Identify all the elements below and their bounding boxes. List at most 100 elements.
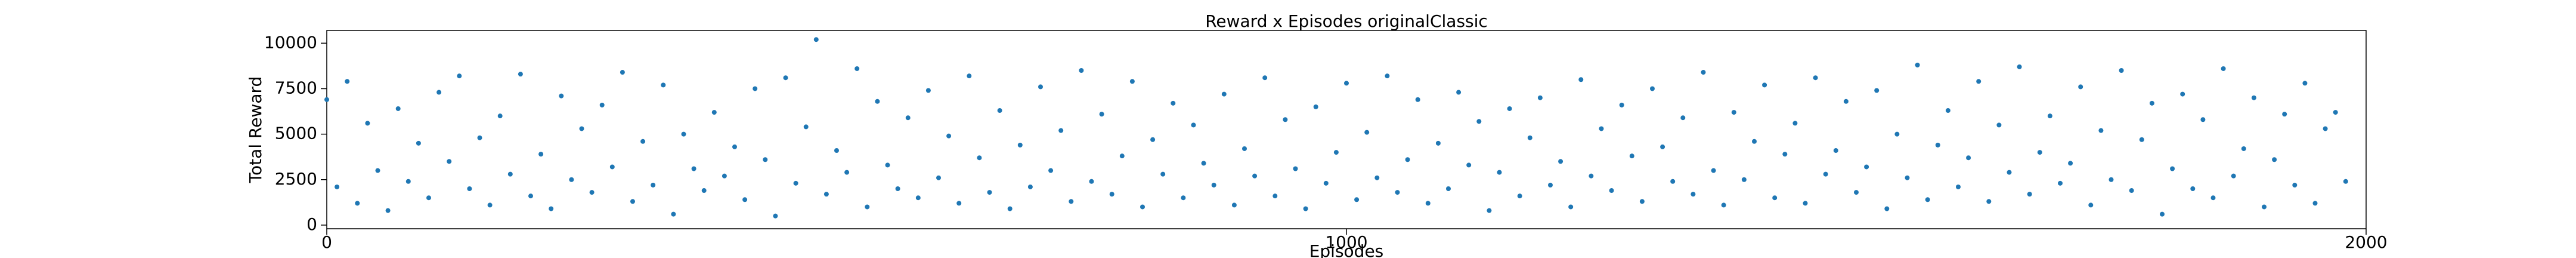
point <box>1609 188 1614 194</box>
point <box>1242 146 1247 151</box>
point <box>753 86 758 91</box>
point <box>2058 180 2063 186</box>
point <box>1905 175 1910 180</box>
point <box>1701 70 1706 75</box>
point <box>1079 68 1084 73</box>
point <box>1089 179 1094 184</box>
point <box>844 170 850 175</box>
point <box>528 194 533 199</box>
point <box>609 164 615 170</box>
point <box>1731 110 1736 115</box>
point <box>1792 121 1798 126</box>
point <box>1945 108 1950 113</box>
point <box>2210 195 2216 201</box>
point <box>1670 179 1676 184</box>
point <box>946 133 952 139</box>
y-tick-label: 5000 <box>275 124 317 143</box>
point <box>1721 202 1726 208</box>
point <box>1864 164 1869 170</box>
point <box>1996 122 2002 128</box>
point <box>1456 90 1462 95</box>
point <box>2272 157 2277 162</box>
point <box>915 195 921 201</box>
point <box>1211 182 1216 188</box>
x-axis-label: Episodes <box>1309 241 1384 258</box>
point <box>2282 112 2287 117</box>
point <box>1435 140 1441 146</box>
point <box>1843 99 1849 104</box>
point <box>1782 152 1788 157</box>
point <box>2190 186 2196 191</box>
point <box>416 140 421 146</box>
point <box>1935 142 1940 148</box>
point <box>426 195 431 201</box>
point <box>1548 182 1553 188</box>
point <box>1884 206 1890 211</box>
point <box>905 115 911 121</box>
point <box>773 213 778 219</box>
point <box>1354 197 1360 202</box>
point <box>1344 81 1349 86</box>
point <box>620 70 625 75</box>
point <box>1568 204 1574 210</box>
point <box>651 182 656 188</box>
point <box>2078 84 2083 90</box>
point <box>1599 126 1604 131</box>
point <box>405 179 411 184</box>
point <box>1027 184 1033 189</box>
point <box>2333 110 2338 115</box>
point <box>997 108 1002 113</box>
point <box>834 148 839 153</box>
point <box>1833 148 1838 153</box>
point <box>1017 142 1023 148</box>
point <box>2170 166 2175 171</box>
point <box>1231 202 1237 208</box>
point <box>1823 171 1828 177</box>
point <box>2017 64 2022 69</box>
point <box>2027 192 2032 197</box>
point <box>1690 192 1696 197</box>
point <box>2119 68 2124 73</box>
x-tick-label: 1000 <box>1325 232 1367 252</box>
point <box>2129 188 2134 194</box>
point <box>1487 208 1492 213</box>
point <box>1181 195 1186 201</box>
point <box>1446 186 1451 191</box>
point <box>1201 161 1206 166</box>
point <box>1150 137 1156 142</box>
point <box>732 144 737 149</box>
point <box>2323 126 2328 131</box>
point <box>2139 137 2144 142</box>
point <box>2292 182 2298 188</box>
point <box>865 204 870 210</box>
point <box>1629 153 1634 159</box>
point <box>661 82 666 88</box>
point <box>783 75 788 81</box>
point <box>1803 201 1808 206</box>
point <box>2149 100 2154 106</box>
point <box>895 186 900 191</box>
point <box>335 184 340 189</box>
point <box>2302 81 2308 86</box>
point <box>2200 117 2206 122</box>
point <box>1262 75 1268 81</box>
point <box>1109 192 1114 197</box>
x-tick-label: 2000 <box>2345 232 2387 252</box>
point <box>701 188 707 194</box>
point <box>1007 206 1013 211</box>
point <box>2007 170 2012 175</box>
point <box>1711 168 1716 173</box>
point <box>1925 197 1930 202</box>
point <box>2262 204 2267 210</box>
point <box>1364 130 1370 135</box>
point <box>2109 177 2114 182</box>
point <box>630 199 635 204</box>
point <box>487 202 493 208</box>
point <box>967 73 972 79</box>
point <box>1272 194 1278 199</box>
point <box>2241 146 2246 151</box>
point <box>1517 194 1522 199</box>
point <box>579 126 584 131</box>
point <box>1660 144 1665 149</box>
